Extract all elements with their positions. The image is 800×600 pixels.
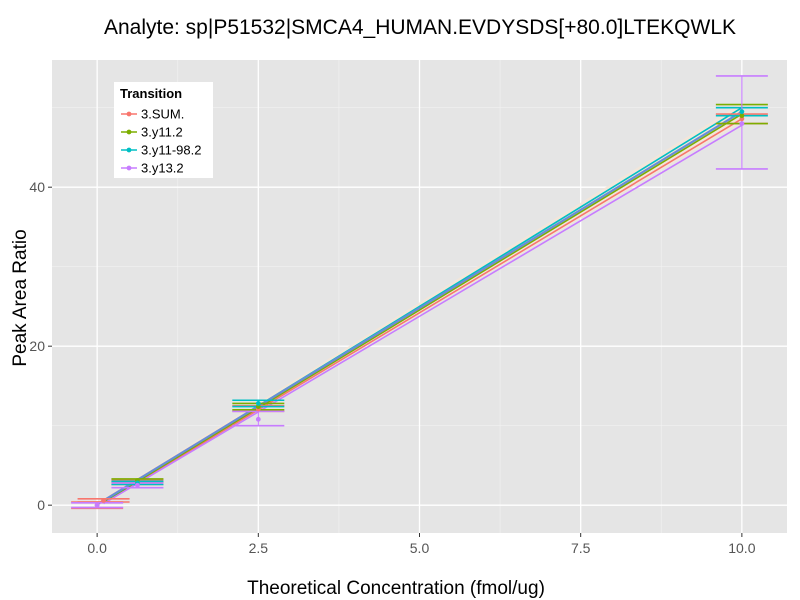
fit-line (103, 118, 743, 504)
legend-items: 3.SUM. 3.y11.2 3.y11-98.2 3.y13.2 (121, 107, 201, 176)
y-axis: 0 20 40 (29, 179, 52, 513)
legend-key-point (126, 111, 132, 117)
data-point (135, 482, 140, 488)
data-point (739, 109, 745, 115)
data-point (94, 502, 100, 508)
grid-major (52, 60, 787, 533)
data-point (739, 121, 745, 126)
legend-label: 3.y13.2 (141, 161, 184, 176)
y-tick-label: 40 (29, 179, 45, 195)
x-tick-label: 2.5 (249, 540, 269, 556)
chart-title: Analyte: sp|P51532|SMCA4_HUMAN.EVDYSDS[+… (104, 16, 736, 39)
y-tick-label: 20 (29, 338, 45, 354)
x-tick-label: 5.0 (410, 540, 430, 556)
data-point (101, 498, 106, 503)
x-tick-label: 10.0 (728, 540, 755, 556)
y-axis-title: Peak Area Ratio (10, 229, 31, 366)
x-axis: 0.0 2.5 5.0 7.5 10.0 (87, 533, 756, 556)
legend-key-point (126, 147, 132, 153)
legend-title: Transition (120, 86, 182, 101)
data-points (94, 109, 745, 508)
y-tick-label: 0 (37, 497, 45, 513)
data-point (739, 113, 745, 119)
overall-fit-line (96, 110, 743, 506)
legend-label: 3.y11-98.2 (141, 143, 201, 158)
data-point (255, 401, 261, 406)
legend-key-point (126, 129, 132, 135)
legend-key-point (126, 165, 132, 171)
x-tick-label: 0.0 (87, 540, 107, 556)
legend: Transition 3.SUM. 3.y11.2 3.y11-98.2 3.y13.… (114, 82, 213, 178)
legend-label: 3.y11.2 (141, 125, 183, 140)
legend-label: 3.SUM. (141, 107, 184, 122)
data-point (255, 416, 261, 422)
fit-lines (96, 107, 743, 506)
fit-line (103, 124, 743, 505)
legend-box (114, 82, 213, 178)
x-tick-label: 7.5 (571, 540, 591, 556)
fit-line (103, 113, 743, 503)
x-axis-title: Theoretical Concentration (fmol/ug) (247, 578, 545, 599)
